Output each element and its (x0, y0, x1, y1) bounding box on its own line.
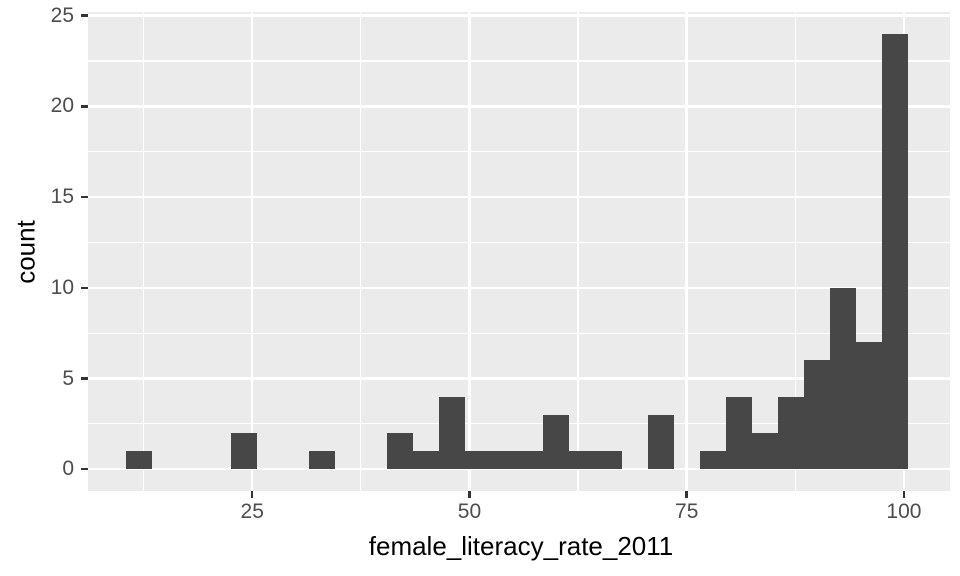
histogram-bar (751, 432, 778, 470)
histogram-bar (595, 451, 622, 470)
y-axis-tick-label: 15 (50, 185, 74, 209)
minor-gridline-horizontal (88, 241, 950, 243)
histogram-bar (465, 451, 492, 470)
major-gridline-vertical (685, 12, 688, 491)
y-axis-tick-label: 20 (50, 94, 74, 118)
histogram-bar (647, 414, 674, 470)
minor-gridline-horizontal (88, 332, 950, 334)
x-axis-tick-label: 75 (675, 500, 699, 523)
y-axis-tick-label: 10 (50, 275, 74, 299)
minor-gridline-vertical (794, 12, 796, 491)
histogram-bar (412, 451, 440, 470)
x-axis-tick-label: 25 (240, 500, 264, 523)
minor-gridline-horizontal (88, 423, 950, 425)
histogram-bar (569, 451, 596, 470)
y-axis-tick-label: 0 (62, 457, 74, 481)
histogram-bar (517, 451, 544, 470)
major-gridline-vertical (468, 12, 471, 491)
major-gridline-horizontal (88, 377, 950, 380)
y-axis-tick-mark (81, 377, 88, 380)
histogram-bar (882, 33, 909, 470)
x-axis-tick-mark (685, 491, 688, 498)
major-gridline-vertical (250, 12, 254, 491)
histogram-bar (543, 414, 570, 470)
histogram-bar (439, 396, 466, 470)
histogram-bar (230, 432, 257, 470)
y-axis-title: count (10, 220, 41, 284)
major-gridline-horizontal (88, 14, 950, 17)
histogram-bar (830, 287, 857, 470)
major-gridline-horizontal (88, 195, 950, 199)
histogram-bar (386, 432, 413, 470)
major-gridline-horizontal (88, 286, 950, 290)
histogram-bar (126, 451, 153, 470)
minor-gridline-vertical (577, 12, 579, 491)
x-axis-tick-label: 50 (457, 500, 482, 523)
minor-gridline-horizontal (88, 60, 950, 62)
major-gridline-horizontal (88, 467, 950, 471)
histogram-bar (308, 451, 335, 470)
x-axis-tick-mark (902, 491, 906, 498)
plot-panel (88, 12, 950, 491)
minor-gridline-horizontal (88, 151, 950, 153)
y-axis-tick-mark (81, 14, 88, 17)
y-axis-tick-label: 5 (62, 366, 74, 390)
histogram-bar (856, 342, 883, 470)
x-axis-title: female_literacy_rate_2011 (368, 531, 674, 561)
y-axis-tick-mark (81, 467, 88, 471)
x-axis-tick-mark (250, 491, 254, 498)
histogram-bar (699, 451, 726, 470)
y-axis-tick-mark (81, 105, 88, 108)
x-axis-tick-label: 100 (886, 500, 922, 523)
histogram-bar (777, 396, 804, 470)
y-axis-tick-label: 25 (50, 3, 74, 27)
histogram-bar (725, 396, 752, 470)
minor-gridline-vertical (143, 12, 145, 491)
major-gridline-horizontal (88, 105, 950, 108)
minor-gridline-vertical (360, 12, 362, 491)
y-axis-tick-mark (81, 195, 88, 199)
y-axis-tick-mark (81, 286, 88, 290)
x-axis-tick-mark (468, 491, 471, 498)
histogram-bar (804, 360, 831, 470)
histogram-bar (491, 451, 518, 470)
